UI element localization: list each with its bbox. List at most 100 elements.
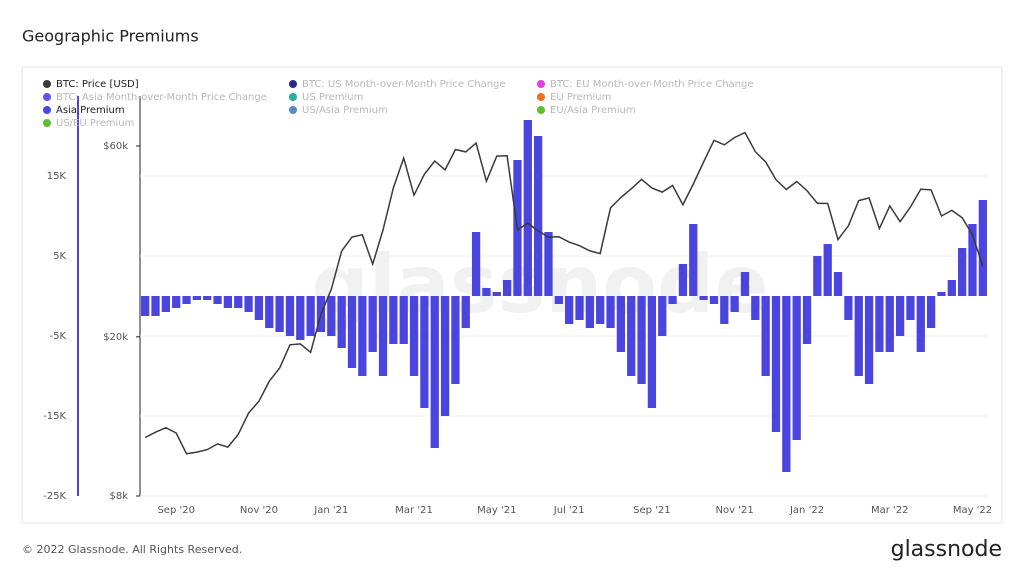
bar bbox=[596, 296, 605, 324]
bar bbox=[730, 296, 739, 312]
legend-marker bbox=[289, 106, 297, 114]
bar bbox=[399, 296, 408, 344]
legend-marker bbox=[43, 106, 51, 114]
bar bbox=[947, 280, 956, 296]
bar bbox=[234, 296, 243, 308]
bar bbox=[161, 296, 170, 312]
price-line bbox=[144, 131, 984, 455]
bar bbox=[606, 296, 615, 328]
bar bbox=[813, 256, 822, 296]
bar bbox=[502, 280, 512, 296]
bar bbox=[937, 292, 946, 296]
bar bbox=[482, 288, 491, 296]
x-tick-label: Mar '21 bbox=[395, 505, 433, 516]
bar bbox=[451, 296, 460, 384]
x-tick-label: Nov '21 bbox=[716, 505, 754, 516]
legend-label: BTC: Asia Month-over-Month Price Change bbox=[56, 92, 267, 103]
bar bbox=[172, 296, 181, 308]
bar bbox=[409, 296, 419, 376]
grid bbox=[140, 175, 988, 497]
bar bbox=[864, 296, 874, 384]
legend-label: US Premium bbox=[302, 92, 363, 103]
bar bbox=[802, 296, 812, 344]
x-tick-label: Sep '20 bbox=[157, 505, 195, 516]
bar bbox=[823, 244, 832, 296]
x-tick-label: Jan '22 bbox=[789, 505, 824, 516]
legend-marker bbox=[43, 93, 51, 101]
footer: © 2022 Glassnode. All Rights Reserved. bbox=[22, 543, 242, 556]
bar bbox=[627, 296, 636, 376]
bar bbox=[782, 296, 791, 472]
legend-marker bbox=[289, 80, 297, 88]
bar bbox=[554, 296, 563, 304]
legend-marker bbox=[43, 119, 51, 127]
legend-marker bbox=[537, 80, 545, 88]
bar bbox=[358, 296, 367, 376]
legend-label: Asia Premium bbox=[56, 105, 125, 116]
bar bbox=[327, 296, 336, 336]
y-tick-label: -15K bbox=[43, 411, 66, 422]
bar bbox=[151, 296, 160, 316]
legend-label: US/Asia Premium bbox=[302, 105, 388, 116]
bar bbox=[678, 264, 688, 296]
legend-label: EU Premium bbox=[550, 92, 611, 103]
bar bbox=[565, 296, 574, 324]
y-tick-label: 5K bbox=[53, 251, 66, 262]
bar bbox=[254, 296, 264, 320]
bar bbox=[492, 292, 501, 296]
legend-marker bbox=[43, 80, 51, 88]
bar bbox=[285, 296, 295, 336]
bar bbox=[213, 296, 222, 304]
bar bbox=[420, 296, 429, 408]
page-title: Geographic Premiums bbox=[22, 27, 199, 46]
bar bbox=[740, 272, 750, 296]
bar bbox=[203, 296, 212, 300]
legend-marker bbox=[537, 93, 545, 101]
x-tick-label: May '21 bbox=[477, 505, 516, 516]
bar bbox=[616, 296, 626, 352]
x-tick-label: Mar '22 bbox=[871, 505, 909, 516]
x-tick-label: Sep '21 bbox=[633, 505, 671, 516]
legend-label: US/EU Premium bbox=[56, 118, 134, 129]
x-tick-label: May '22 bbox=[953, 505, 992, 516]
legend-label: BTC: US Month-over-Month Price Change bbox=[302, 79, 506, 90]
bar bbox=[575, 296, 584, 320]
bar bbox=[833, 272, 843, 296]
y-tick-label: -5K bbox=[49, 331, 66, 342]
bar bbox=[275, 296, 284, 332]
bar bbox=[771, 296, 781, 432]
y-tick-label: -25K bbox=[43, 491, 66, 502]
bar bbox=[544, 232, 553, 296]
bar bbox=[368, 296, 377, 352]
y2-tick-label: $8k bbox=[109, 491, 128, 502]
legend-marker bbox=[289, 93, 297, 101]
bar bbox=[244, 296, 253, 312]
bar bbox=[296, 296, 305, 340]
bar bbox=[668, 296, 677, 304]
bar bbox=[875, 296, 884, 352]
y-tick-label: 15K bbox=[47, 171, 67, 182]
bar bbox=[699, 296, 708, 300]
bar bbox=[306, 296, 315, 336]
bar bbox=[720, 296, 729, 324]
x-tick-label: Nov '20 bbox=[240, 505, 278, 516]
bar bbox=[347, 296, 357, 368]
bar bbox=[461, 296, 470, 328]
bar bbox=[792, 296, 801, 440]
bar bbox=[223, 296, 233, 308]
bar bbox=[689, 224, 698, 296]
bar bbox=[440, 296, 450, 416]
bar bbox=[844, 296, 853, 320]
bar bbox=[265, 296, 274, 328]
bar bbox=[192, 296, 202, 300]
bar bbox=[534, 136, 543, 296]
bar bbox=[389, 296, 398, 344]
legend-label: BTC: Price [USD] bbox=[56, 79, 139, 90]
bar bbox=[978, 200, 987, 296]
bar bbox=[895, 296, 905, 336]
bar bbox=[378, 296, 388, 376]
logo: glassnode bbox=[891, 537, 1002, 562]
bar bbox=[658, 296, 667, 336]
legend-label: EU/Asia Premium bbox=[550, 105, 636, 116]
